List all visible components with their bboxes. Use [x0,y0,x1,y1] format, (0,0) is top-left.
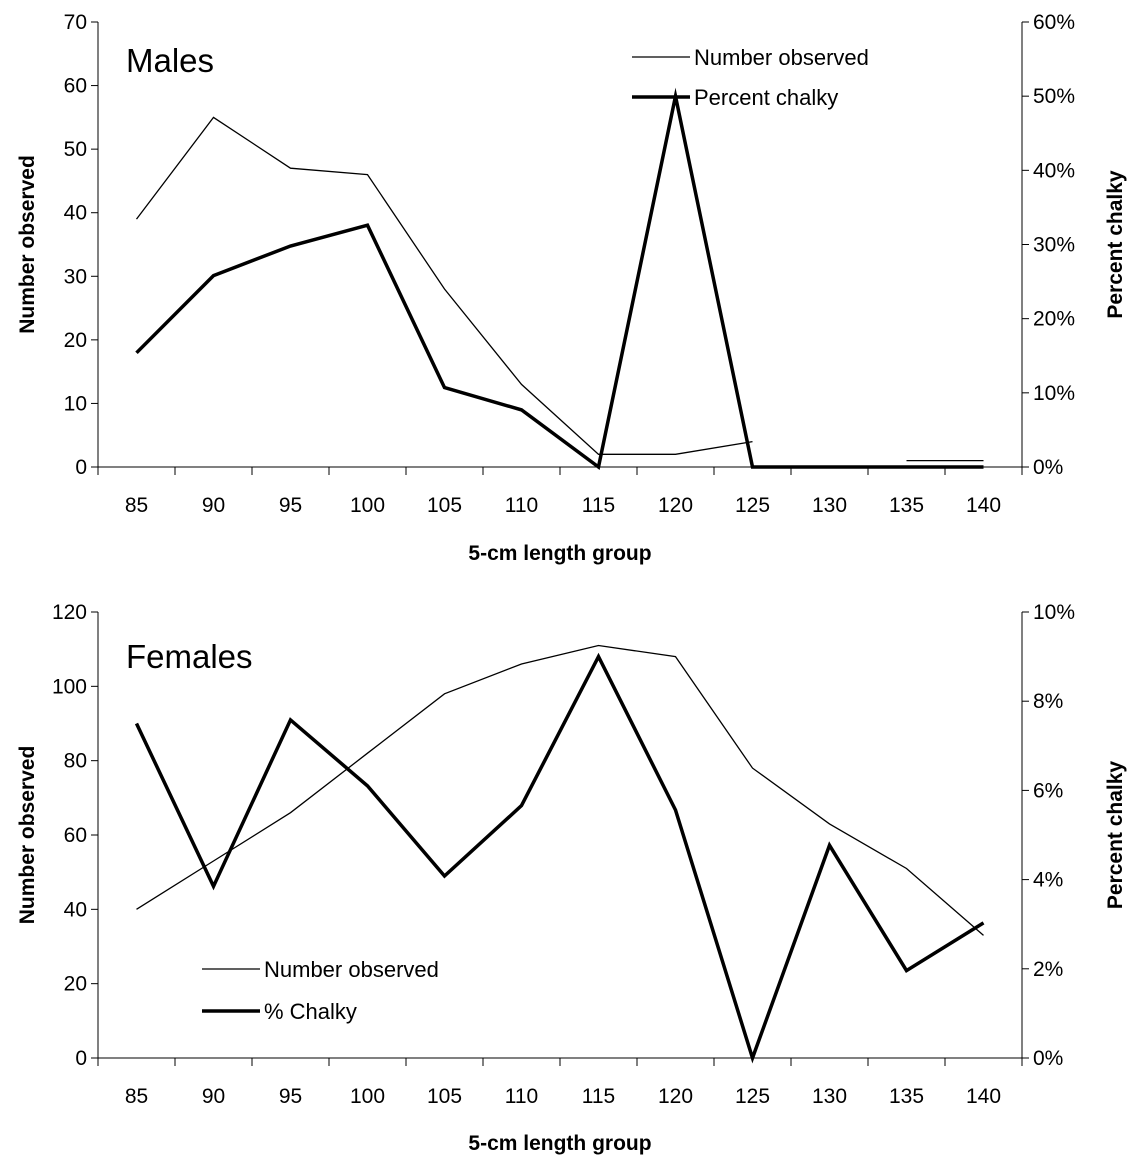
left-y-tick-label: 60 [64,824,87,847]
legend-label-percent-chalky: Percent chalky [694,85,838,110]
series-line-percent-chalky [135,87,984,471]
x-tick-label: 85 [125,494,148,517]
x-tick-label: 110 [505,1085,538,1108]
left-y-tick-label: 70 [64,11,87,34]
series-line-number-observed [136,644,984,936]
left-y-tick-label: 50 [64,138,87,161]
left-y-tick-label: 0 [75,456,87,479]
x-tick-label: 115 [582,1085,615,1108]
right-y-axis-title: Percent chalky [1104,761,1127,910]
left-y-axis-title: Number observed [16,155,39,334]
left-y-tick-label: 120 [52,601,87,624]
series-line-number-observed [135,116,753,455]
right-y-tick-label: 50% [1033,85,1075,108]
x-axis-title: 5-cm length group [468,542,651,565]
left-y-tick-label: 100 [52,675,87,698]
right-y-axis-title: Percent chalky [1104,170,1127,319]
series-line-chalky [134,652,985,1064]
right-y-tick-label: 6% [1033,779,1063,802]
left-y-tick-label: 20 [64,973,87,996]
x-tick-label: 130 [812,494,847,517]
left-y-tick-label: 40 [64,898,87,921]
left-y-tick-label: 80 [64,750,87,773]
legend-label-number-observed: Number observed [264,957,439,982]
x-tick-label: 90 [202,1085,225,1108]
x-tick-label: 120 [658,1085,693,1108]
x-tick-label: 120 [658,494,693,517]
x-tick-label: 140 [966,494,1001,517]
x-tick-label: 140 [966,1085,1001,1108]
x-tick-label: 105 [427,1085,462,1108]
right-y-tick-label: 20% [1033,308,1075,331]
x-tick-label: 105 [427,494,462,517]
right-y-tick-label: 0% [1033,456,1063,479]
x-tick-label: 135 [889,494,924,517]
right-y-tick-label: 8% [1033,690,1063,713]
right-y-tick-label: 40% [1033,159,1075,182]
x-tick-label: 115 [582,494,615,517]
x-tick-label: 125 [735,494,770,517]
right-y-tick-label: 10% [1033,382,1075,405]
right-y-tick-label: 4% [1033,869,1063,892]
left-y-tick-label: 0 [75,1047,87,1070]
x-tick-label: 95 [279,1085,302,1108]
left-y-tick-label: 20 [64,329,87,352]
chart-panel-males: 0 10 20 30 40 50 60 70 0% 10% 20% 30% 40% 50% 60% 85 90 9… [16,11,1127,565]
x-tick-label: 130 [812,1085,847,1108]
panel-label: Males [126,42,214,79]
legend-label-number-observed: Number observed [694,45,869,70]
x-tick-label: 100 [350,1085,385,1108]
right-y-tick-label: 10% [1033,601,1075,624]
right-y-tick-label: 2% [1033,958,1063,981]
right-y-tick-label: 0% [1033,1047,1063,1070]
x-tick-label: 95 [279,494,302,517]
right-y-tick-label: 30% [1033,234,1075,257]
x-tick-label: 125 [735,1085,770,1108]
chart-panel-females: 0 20 40 60 80 100 120 0% 2% 4% 6% 8% 10% 85 90 95 100 105… [16,601,1127,1155]
x-tick-label: 100 [350,494,385,517]
left-y-tick-label: 60 [64,75,87,98]
left-y-tick-label: 10 [64,392,87,415]
panel-label: Females [126,638,253,675]
x-axis-title: 5-cm length group [468,1132,651,1155]
legend-label-chalky: % Chalky [264,999,357,1024]
x-tick-label: 85 [125,1085,148,1108]
x-tick-label: 90 [202,494,225,517]
left-y-tick-label: 40 [64,202,87,225]
x-tick-label: 110 [505,494,538,517]
left-y-axis-title: Number observed [16,746,39,925]
right-y-tick-label: 60% [1033,11,1075,34]
left-y-tick-label: 30 [64,265,87,288]
x-tick-label: 135 [889,1085,924,1108]
